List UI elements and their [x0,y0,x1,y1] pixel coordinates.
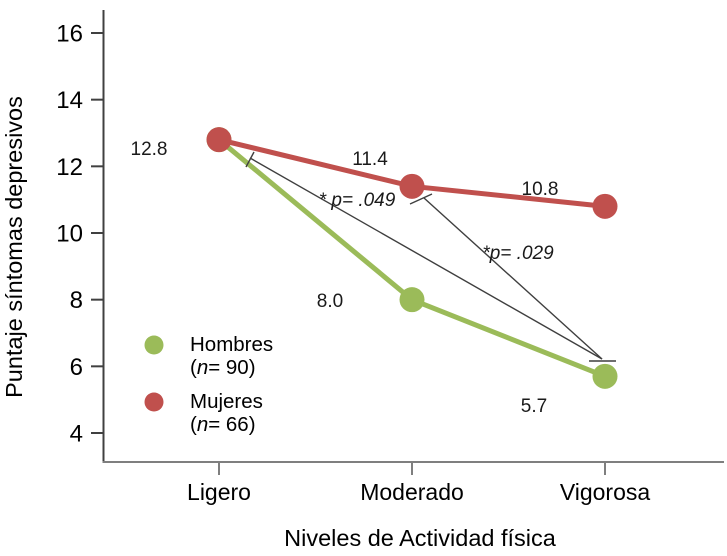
significance-line-2 [423,197,603,360]
point-hombres-moderado [399,287,425,313]
significance-label-1: * p= .049 [319,190,396,211]
significance-start-tick-1 [245,151,255,168]
y-tick-label-16: 16 [56,21,83,48]
legend-count-hombres: (n= 90) [190,356,256,379]
legend-marker-mujeres [144,392,164,412]
y-tick-label-8: 8 [70,287,83,314]
legend: Hombres(n= 90) Mujeres(n= 66) [144,333,273,436]
x-tick-label-moderado: Moderado [360,479,464,505]
point-hombres-vigorosa [592,363,618,389]
y-tick-label-12: 12 [56,154,83,181]
value-label-mujeres-moderado: 11.4 [352,149,388,170]
annotation-layer: * p= .049 *p= .029 12.8 11.4 10.8 8.0 5.7 [131,139,616,417]
x-axis-title: Niveles de Actividad física [284,525,557,551]
point-mujeres-vigorosa [592,193,618,219]
significance-label-2: *p= .029 [482,243,554,264]
legend-label-hombres: Hombres [190,333,273,356]
y-axis-title: Puntaje síntomas depresivos [1,96,27,398]
y-tick-label-10: 10 [56,221,83,248]
axes-layer: 4 6 8 10 12 14 16 Ligero Moderado Vigorosa [56,10,724,505]
point-mujeres-ligero [206,127,232,153]
value-label-mujeres-ligero: 12.8 [131,139,168,160]
y-tick-label-4: 4 [70,421,83,448]
significance-start-tick-2 [409,193,433,205]
y-tick-label-14: 14 [56,87,83,114]
x-tick-label-vigorosa: Vigorosa [560,479,651,505]
series-layer [206,127,618,389]
significance-line-1 [249,157,603,360]
point-mujeres-moderado [399,173,425,199]
value-label-mujeres-vigorosa: 10.8 [522,179,559,200]
value-label-hombres-vigorosa: 5.7 [521,396,547,417]
y-tick-label-6: 6 [70,354,83,381]
value-label-hombres-moderado: 8.0 [317,291,343,312]
legend-marker-hombres [144,335,164,355]
legend-label-mujeres: Mujeres [190,390,263,413]
x-tick-label-ligero: Ligero [187,479,251,505]
legend-count-mujeres: (n= 66) [190,413,256,436]
